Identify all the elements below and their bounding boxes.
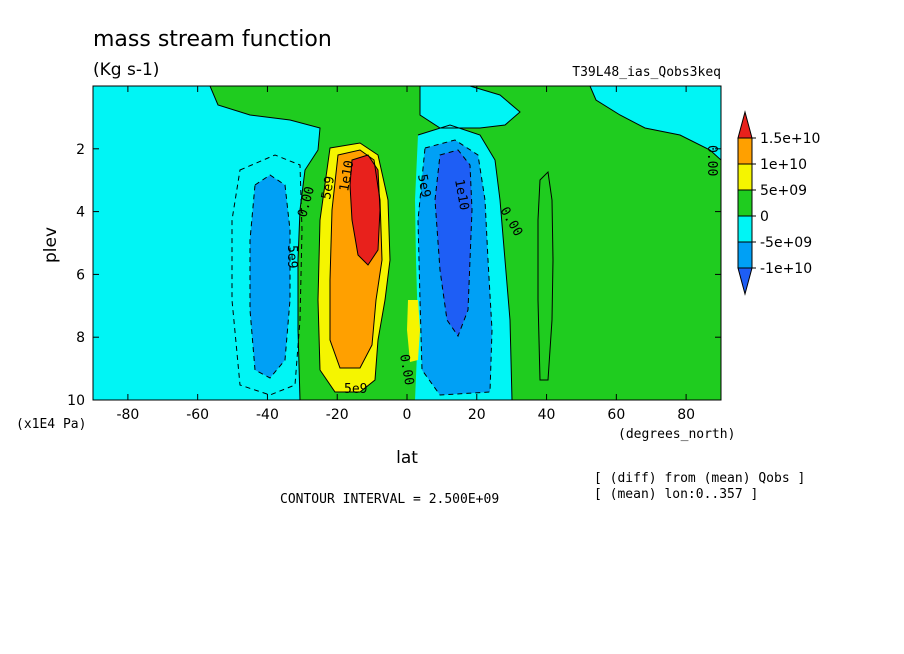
colorbar-swatch xyxy=(737,241,753,269)
note-diff: [ (diff) from (mean) Qobs ] xyxy=(594,471,805,486)
region-neg-small-top xyxy=(340,86,721,160)
chart-title: mass stream function xyxy=(93,27,332,52)
colorbar-label: -5e+09 xyxy=(760,235,812,251)
x-tick-label: 80 xyxy=(677,407,695,423)
x-axis: -80 -60 -40 -20 0 20 40 60 80 xyxy=(116,86,695,423)
colorbar-label: -1e+10 xyxy=(760,261,812,277)
x-tick-label: -20 xyxy=(326,407,349,423)
contour-label: 0.00 xyxy=(396,353,416,386)
colorbar: 1.5e+10 1e+10 5e+09 0 -5e+09 -1e+10 xyxy=(737,110,820,296)
x-tick-label: 20 xyxy=(468,407,486,423)
contour-label: 5e9 xyxy=(284,245,299,268)
colorbar-label: 1e+10 xyxy=(760,157,807,173)
colorbar-label: 1.5e+10 xyxy=(760,131,820,147)
region-pos-large xyxy=(350,155,380,265)
colorbar-arrow-bottom xyxy=(737,267,753,296)
contour-lines-dashed xyxy=(231,139,493,396)
region-neg-medium-south xyxy=(250,175,290,378)
colorbar-swatch xyxy=(737,163,753,191)
x-tick-label: 0 xyxy=(403,407,412,423)
contour-label: 1e10 xyxy=(337,159,357,192)
experiment-label: T39L48_ias_Qobs3keq xyxy=(572,65,721,80)
colorbar-label: 0 xyxy=(760,209,769,225)
x-axis-label: lat xyxy=(396,448,418,468)
colorbar-swatch xyxy=(737,215,753,243)
contour-label: 1e10 xyxy=(451,178,471,211)
chart-units: (Kg s-1) xyxy=(93,60,159,80)
region-neg-large-north xyxy=(435,150,472,336)
y-tick-label: 6 xyxy=(76,267,85,283)
contour-interval: CONTOUR INTERVAL = 2.500E+09 xyxy=(280,492,499,507)
y-tick-label: 10 xyxy=(67,393,85,409)
x-tick-label: 60 xyxy=(607,407,625,423)
y-tick-label: 2 xyxy=(76,142,85,158)
y-tick-label: 8 xyxy=(76,330,85,346)
colorbar-swatch xyxy=(737,137,753,165)
contour-label: 5e9 xyxy=(414,173,433,199)
y-axis-unit: (x1E4 Pa) xyxy=(16,417,86,432)
colorbar-label: 5e+09 xyxy=(760,183,807,199)
contour-label: 0.00 xyxy=(704,145,719,176)
plot-area: 0.00 5e9 1e10 5e9 1e10 0.00 5e9 0.00 5e9… xyxy=(93,86,721,400)
region-neg-small-top2 xyxy=(420,86,520,128)
colorbar-arrow-top xyxy=(737,110,753,139)
y-axis-label: plev xyxy=(41,227,61,263)
colorbar-swatch xyxy=(737,189,753,217)
y-axis: 2 4 6 8 10 xyxy=(67,142,721,409)
y-tick-label: 4 xyxy=(76,205,85,221)
contour-label: 5e9 xyxy=(319,175,338,201)
note-mean: [ (mean) lon:0..357 ] xyxy=(594,487,758,502)
x-axis-unit: (degrees_north) xyxy=(618,427,735,442)
x-tick-label: 40 xyxy=(538,407,556,423)
region-pos-small-2 xyxy=(407,300,420,362)
contour-lines xyxy=(209,86,721,400)
x-tick-label: -80 xyxy=(116,407,139,423)
x-tick-label: -60 xyxy=(186,407,209,423)
contour-label: 5e9 xyxy=(344,382,367,397)
x-tick-label: -40 xyxy=(256,407,279,423)
